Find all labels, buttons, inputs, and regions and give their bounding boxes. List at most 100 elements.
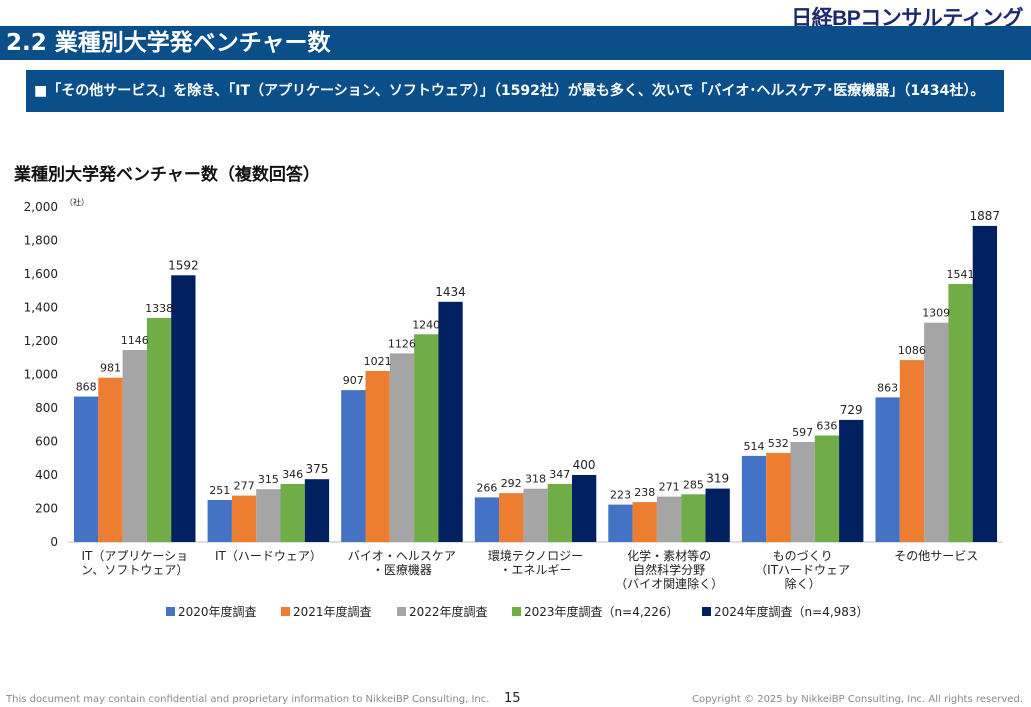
bar [875, 397, 900, 542]
bar [790, 442, 815, 542]
x-tick-label: （ITハードウェア [755, 563, 850, 577]
legend-swatch [702, 607, 711, 616]
page-number: 15 [504, 691, 521, 706]
y-tick-label: 1,000 [24, 368, 58, 382]
bar-value-label: 636 [816, 420, 837, 433]
company-logo: 日経BPコンサルティング [791, 7, 1023, 30]
bar [632, 502, 657, 542]
y-tick-label: 600 [35, 435, 58, 449]
y-tick-label: 1,600 [24, 267, 58, 281]
bar [572, 475, 597, 542]
bar [972, 225, 997, 542]
y-tick-label: 2,000 [24, 200, 58, 214]
footer-confidential: This document may contain confidential a… [6, 694, 490, 705]
page-title: 2.2 業種別大学発ベンチャー数 [0, 26, 1031, 60]
bar [280, 484, 305, 542]
bar-value-label: 1309 [922, 307, 950, 320]
bar-value-label: 1021 [364, 355, 392, 368]
bar-value-label: 1887 [970, 209, 1001, 223]
bar-value-label: 981 [100, 362, 121, 375]
bar-value-label: 223 [610, 489, 631, 502]
bar [74, 396, 99, 542]
legend: 2020年度調査 2021年度調査 2022年度調査 2023年度調査（n=4,226… [166, 604, 869, 619]
bar [839, 419, 864, 542]
bar [438, 301, 463, 542]
y-tick-label: 200 [35, 502, 58, 516]
bar [341, 390, 366, 542]
bar-value-label: 238 [634, 486, 655, 499]
y-tick-label: 0 [50, 535, 58, 549]
bar [705, 488, 730, 542]
bar-value-label: 514 [744, 440, 765, 453]
bar-value-label: 1434 [435, 285, 466, 299]
legend-entry: 2022年度調査 [409, 604, 488, 619]
bar [741, 455, 767, 542]
chart-title: 業種別大学発ベンチャー数（複数回答） [14, 165, 320, 185]
bar [146, 317, 172, 542]
legend-swatch [397, 607, 406, 616]
bar [98, 377, 123, 542]
legend-entry: 2021年度調査 [293, 604, 372, 619]
bar [256, 489, 281, 542]
bar [924, 322, 949, 542]
x-tick-label: バイオ・ヘルスケア [348, 549, 456, 563]
bar [899, 360, 925, 542]
bar-value-label: 285 [683, 478, 704, 491]
bar [814, 435, 840, 542]
bar-value-label: 868 [76, 381, 97, 394]
x-tick-label: ン、ソフトウェア） [81, 563, 188, 577]
bar [523, 488, 548, 542]
bar-value-label: 532 [768, 437, 789, 450]
bar-value-label: 1240 [412, 318, 440, 331]
legend-swatch [166, 607, 175, 616]
bar-value-label: 318 [525, 473, 546, 486]
bar [948, 283, 973, 542]
bar [766, 452, 791, 542]
x-tick-label: ものづくり [773, 549, 833, 563]
bar-value-label: 1146 [121, 334, 149, 347]
bar [389, 353, 415, 542]
bar [414, 334, 439, 542]
bar-value-label: 1592 [168, 258, 199, 272]
y-tick-label: 1,800 [24, 234, 58, 248]
bar [474, 497, 500, 542]
bar-value-label: 315 [258, 473, 279, 486]
bar [122, 350, 147, 542]
bar-chart: 0 200 400 600 800 1,000 1,200 1,400 1,600 1,800 2,… [24, 197, 1003, 619]
x-tick-label: IT（アプリケーショ [81, 549, 188, 563]
bar [681, 494, 706, 542]
x-tick-label: 環境テクノロジー [488, 548, 583, 563]
y-tick-label: 1,200 [24, 334, 58, 348]
bar-value-label: 597 [792, 426, 813, 439]
x-tick-label: 化学・素材等の [627, 548, 711, 563]
legend-entry: 2023年度調査（n=4,226） [524, 604, 679, 619]
x-axis-labels: IT（アプリケーション、ソフトウェア） IT（ハードウェア） バイオ・ヘルスケア・医… [81, 548, 978, 591]
bar [547, 483, 572, 542]
bar [304, 479, 330, 542]
bars [74, 225, 997, 542]
bar-value-label: 251 [209, 484, 230, 497]
x-tick-label: 除く） [785, 576, 821, 591]
legend-swatch [512, 607, 521, 616]
bar [231, 495, 257, 542]
bar-value-label: 292 [501, 477, 522, 490]
bar [171, 275, 196, 542]
legend-entry: 2024年度調査（n=4,983） [714, 604, 869, 619]
x-tick-label: ・エネルギー [499, 563, 571, 577]
bar-value-label: 400 [573, 458, 596, 472]
bar-value-label: 277 [234, 480, 255, 493]
y-tick-label: 400 [35, 468, 58, 482]
bar [365, 371, 390, 542]
x-tick-label: ・医療機器 [372, 562, 432, 577]
bar-value-label: 347 [549, 468, 570, 481]
y-tick-label: 800 [35, 401, 58, 415]
x-tick-label: 自然科学分野 [633, 562, 705, 577]
bar-value-label: 907 [343, 374, 364, 387]
summary-banner: ■「その他サービス」を除き、「IT（アプリケーション、ソフトウェア）」（1592… [26, 70, 1004, 112]
bar [207, 500, 232, 542]
footer-copyright: Copyright © 2025 by NikkeiBP Consulting,… [691, 694, 1023, 705]
x-tick-label: IT（ハードウェア） [215, 549, 322, 563]
legend-entry: 2020年度調査 [178, 604, 257, 619]
bar-value-label: 266 [476, 481, 497, 494]
